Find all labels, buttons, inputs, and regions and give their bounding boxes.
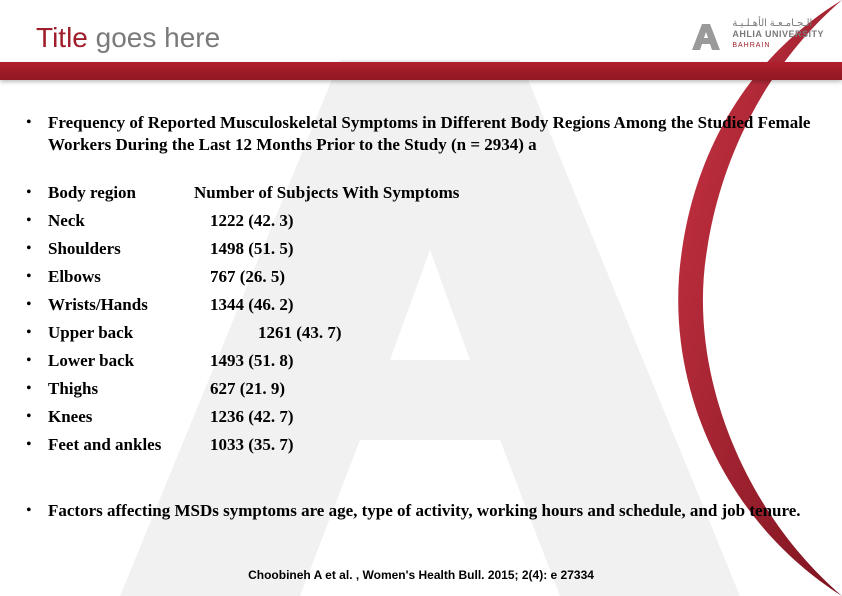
bullet-dot: • (26, 350, 34, 372)
value-label: 627 (21. 9) (210, 378, 285, 400)
list-item: • Thighs 627 (21. 9) (26, 378, 816, 400)
value-label: 1261 (43. 7) (210, 322, 342, 344)
bullet-dot: • (26, 266, 34, 288)
column-header-region: Body region (48, 182, 196, 204)
list-item: • Shoulders 1498 (51. 5) (26, 238, 816, 260)
bullet-dot: • (26, 500, 34, 522)
logo-text: الـجـامـعـة الأهـلـيـة AHLIA UNIVERSITY … (732, 18, 824, 51)
region-label: Shoulders (48, 238, 196, 260)
value-label: 767 (26. 5) (210, 266, 285, 288)
university-logo: الـجـامـعـة الأهـلـيـة AHLIA UNIVERSITY … (688, 18, 824, 51)
value-label: 1344 (46. 2) (210, 294, 294, 316)
page-title: Title goes here (36, 22, 220, 54)
bullet-dot: • (26, 434, 34, 456)
bullet-dot: • (26, 294, 34, 316)
content-area: • Frequency of Reported Musculoskeletal … (26, 112, 816, 530)
list-item: • Wrists/Hands 1344 (46. 2) (26, 294, 816, 316)
title-rest: goes here (96, 22, 221, 53)
data-list: • Body region Number of Subjects With Sy… (26, 182, 816, 456)
list-item: • Feet and ankles 1033 (35. 7) (26, 434, 816, 456)
region-label: Wrists/Hands (48, 294, 196, 316)
column-header-value: Number of Subjects With Symptoms (194, 182, 459, 204)
value-label: 1222 (42. 3) (210, 210, 294, 232)
citation: Choobineh A et al. , Women's Health Bull… (0, 568, 842, 582)
slide: Title goes here الـجـامـعـة الأهـلـيـة A… (0, 0, 842, 596)
logo-arabic: الـجـامـعـة الأهـلـيـة (732, 18, 824, 29)
value-label: 1236 (42. 7) (210, 406, 294, 428)
value-label: 1498 (51. 5) (210, 238, 294, 260)
value-label: 1493 (51. 8) (210, 350, 294, 372)
factors-bullet: • Factors affecting MSDs symptoms are ag… (26, 500, 816, 522)
bullet-dot: • (26, 112, 34, 134)
logo-mark-icon (688, 20, 724, 50)
bullet-dot: • (26, 210, 34, 232)
bullet-dot: • (26, 238, 34, 260)
logo-english: AHLIA UNIVERSITY (732, 29, 824, 40)
region-label: Thighs (48, 378, 196, 400)
list-item: • Neck 1222 (42. 3) (26, 210, 816, 232)
region-label: Knees (48, 406, 196, 428)
region-label: Elbows (48, 266, 196, 288)
region-label: Neck (48, 210, 196, 232)
factors-text: Factors affecting MSDs symptoms are age,… (48, 500, 801, 522)
bullet-dot: • (26, 182, 34, 204)
bullet-dot: • (26, 406, 34, 428)
bullet-dot: • (26, 322, 34, 344)
region-label: Lower back (48, 350, 196, 372)
list-item: • Upper back 1261 (43. 7) (26, 322, 816, 344)
header-underline-bar (0, 62, 842, 80)
region-label: Upper back (48, 322, 196, 344)
logo-country: BAHRAIN (732, 40, 824, 51)
list-item: • Elbows 767 (26. 5) (26, 266, 816, 288)
title-accent: Title (36, 22, 96, 53)
region-label: Feet and ankles (48, 434, 196, 456)
list-item: • Lower back 1493 (51. 8) (26, 350, 816, 372)
bullet-dot: • (26, 378, 34, 400)
value-label: 1033 (35. 7) (210, 434, 294, 456)
heading-text: Frequency of Reported Musculoskeletal Sy… (48, 112, 816, 156)
heading-bullet: • Frequency of Reported Musculoskeletal … (26, 112, 816, 156)
list-header-row: • Body region Number of Subjects With Sy… (26, 182, 816, 204)
list-item: • Knees 1236 (42. 7) (26, 406, 816, 428)
